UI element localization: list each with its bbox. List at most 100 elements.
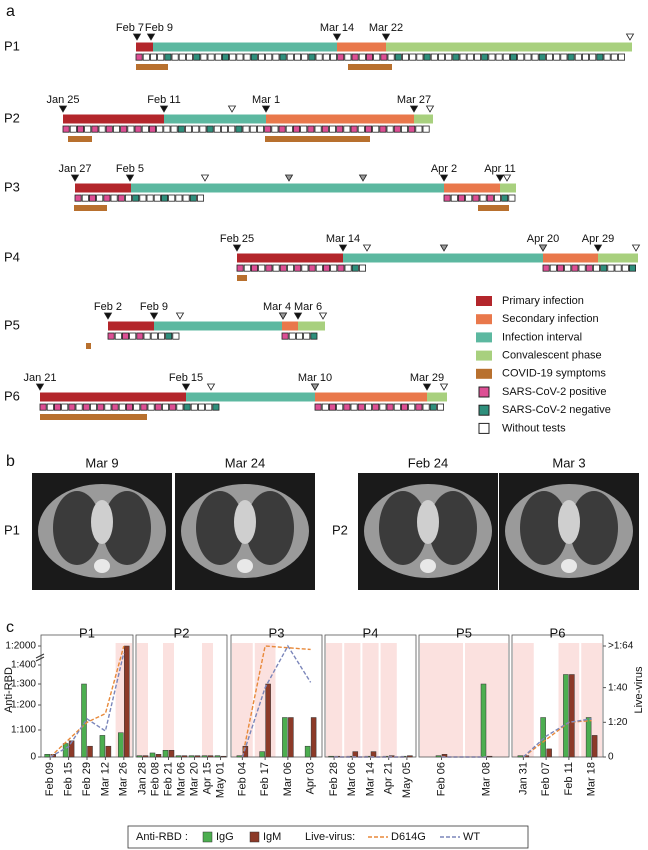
test-box (135, 53, 143, 61)
date-marker (338, 244, 348, 252)
test-box (479, 194, 487, 202)
date-label: Jan 27 (58, 163, 91, 175)
date-label: Mar 4 (263, 301, 291, 313)
antibody-bar (118, 732, 124, 758)
antibody-bar (585, 717, 592, 758)
phase-segment (136, 42, 153, 52)
phase-segment (386, 42, 632, 52)
date-marker (149, 312, 159, 320)
phase-segment (598, 253, 638, 263)
date-label: Mar 14 (320, 22, 354, 34)
test-box (127, 125, 135, 133)
infection-shade (465, 643, 508, 757)
test-box (249, 125, 257, 133)
legend-title: Live-virus: (305, 831, 355, 843)
test-box (394, 53, 402, 61)
test-box (236, 53, 244, 61)
test-box (422, 125, 430, 133)
date-marker (261, 105, 271, 113)
test-box (213, 125, 221, 133)
test-box (400, 403, 408, 411)
test-box (357, 403, 365, 411)
test-box (111, 403, 119, 411)
legend-box (127, 825, 529, 849)
test-box (423, 53, 431, 61)
test-box (364, 403, 372, 411)
open-marker (175, 312, 185, 320)
ct-spine (561, 559, 577, 573)
test-box (183, 403, 191, 411)
symptom-bar (265, 136, 370, 142)
test-box (436, 403, 444, 411)
antibody-bar (563, 674, 569, 758)
y2-tick-label: >1:64 (608, 641, 634, 652)
test-box (140, 403, 148, 411)
test-box (256, 125, 264, 133)
test-box (321, 403, 329, 411)
legend-label: IgM (263, 831, 281, 843)
test-box (517, 53, 525, 61)
test-box (205, 403, 213, 411)
test-box (156, 125, 164, 133)
test-box (343, 125, 351, 133)
gray-marker (310, 383, 320, 391)
test-box (372, 125, 380, 133)
test-box (549, 264, 557, 272)
ct-spine (94, 559, 110, 573)
test-box (531, 53, 539, 61)
test-box (301, 264, 309, 272)
scan-date: Mar 9 (85, 455, 118, 470)
phase-segment (427, 392, 447, 402)
test-box (98, 125, 106, 133)
date-label: Mar 27 (397, 94, 431, 106)
test-box (486, 194, 494, 202)
test-box (593, 264, 601, 272)
test-box (310, 332, 318, 340)
test-box (196, 194, 204, 202)
legend-swatch (476, 314, 492, 325)
test-box (117, 194, 125, 202)
legend-title: Anti-RBD : (136, 831, 188, 843)
antibody-bar (304, 745, 311, 758)
test-box (596, 53, 604, 61)
antibody-bar (236, 755, 243, 758)
y-axis-title: Anti-RBD (3, 667, 15, 713)
test-box (190, 403, 198, 411)
test-box (242, 125, 250, 133)
test-box (91, 125, 99, 133)
test-box (250, 264, 258, 272)
test-box (118, 403, 126, 411)
date-marker (232, 244, 242, 252)
test-box (126, 403, 134, 411)
test-box (177, 125, 185, 133)
gray-marker (278, 312, 288, 320)
legend-label: IgG (216, 831, 234, 843)
test-box (97, 403, 105, 411)
test-box (207, 53, 215, 61)
y-tick-label: 1:200 (11, 700, 36, 711)
test-box (220, 125, 228, 133)
x-tick-label: Feb 07 (540, 762, 552, 796)
patient-label: P3 (4, 179, 20, 194)
test-box (147, 403, 155, 411)
test-box (578, 264, 586, 272)
infection-shade (232, 643, 253, 757)
test-box (293, 53, 301, 61)
legend-swatch (478, 386, 490, 398)
gray-marker (358, 174, 368, 182)
antibody-bar (220, 755, 227, 758)
antibody-bar (480, 683, 487, 758)
test-box (272, 53, 280, 61)
test-box (157, 332, 165, 340)
test-box (328, 125, 336, 133)
legend-swatch (478, 422, 490, 434)
patient-label: P4 (4, 249, 20, 264)
test-box (481, 53, 489, 61)
panel-label: c (6, 619, 14, 636)
open-marker (200, 174, 210, 182)
test-box (493, 194, 501, 202)
test-box (258, 264, 266, 272)
patient-label: P6 (4, 388, 20, 403)
